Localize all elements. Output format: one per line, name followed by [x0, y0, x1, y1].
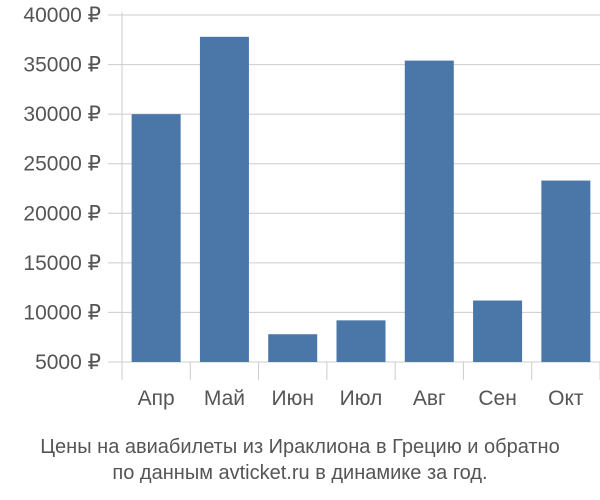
y-tick-label: 10000 ₽ [23, 301, 101, 324]
x-tick-label: Авг [413, 387, 446, 410]
y-tick-label: 30000 ₽ [23, 103, 101, 126]
bar-5 [404, 60, 454, 362]
bar-chart: 5000 ₽ 10000 ₽ 15000 ₽ 20000 ₽ 25000 ₽ 30000 … [23, 4, 600, 410]
y-tick-label: 40000 ₽ [23, 4, 101, 27]
bar-3 [268, 334, 318, 362]
y-tick-label: 35000 ₽ [23, 54, 101, 77]
x-tick-label: Май [204, 387, 245, 410]
x-tick-label: Сен [478, 387, 516, 410]
chart-caption-line-1: Цены на авиабилеты из Ираклиона в Грецию… [40, 436, 560, 458]
y-tick-label: 5000 ₽ [35, 351, 101, 374]
x-tick-label: Окт [548, 387, 584, 410]
bar-7 [541, 180, 591, 362]
bar-6 [473, 300, 523, 362]
bar-1 [131, 114, 181, 363]
chart-caption-line-2: по данным avticket.ru в динамике за год. [112, 462, 488, 484]
x-tick-label: Апр [138, 387, 175, 410]
bar-2 [199, 36, 249, 362]
y-tick-label: 15000 ₽ [23, 252, 101, 275]
bar-4 [336, 320, 386, 362]
x-tick-label: Июн [271, 387, 313, 410]
y-tick-label: 20000 ₽ [23, 202, 101, 225]
y-tick-label: 25000 ₽ [23, 153, 101, 176]
x-tick-label: Июл [340, 387, 383, 410]
